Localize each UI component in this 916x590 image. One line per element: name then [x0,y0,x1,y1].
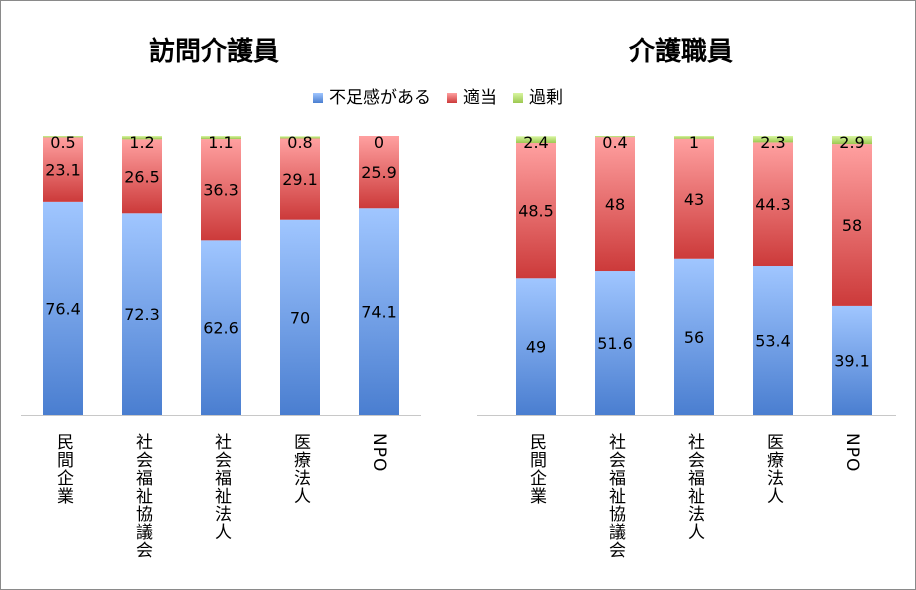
data-label-adequate: 25.9 [361,163,397,182]
category-label: 民間企業 [526,433,546,505]
bar-adequate [201,139,241,241]
data-label-excess: 1.2 [129,133,154,152]
category-label: 医療法人 [290,433,310,505]
data-label-shortage: 70 [290,308,310,327]
data-label-shortage: 74.1 [361,303,397,322]
data-label-shortage: 51.6 [597,334,633,353]
bar-excess [753,136,793,143]
data-label-adequate: 36.3 [203,181,239,200]
bar-excess [280,136,320,139]
data-label-shortage: 49 [526,338,546,357]
bar-excess [674,136,714,139]
bar-shortage [280,219,320,415]
category-label: 社会福祉法人 [684,433,704,541]
category-label: NPO [842,433,862,473]
bar-adequate [516,142,556,279]
bar-excess [43,136,83,138]
bar-shortage [832,305,872,415]
data-label-excess: 0 [374,133,384,152]
bar-shortage [674,258,714,415]
data-label-adequate: 58 [842,216,862,235]
data-label-adequate: 29.1 [282,170,318,189]
bar-adequate [359,136,399,209]
category-label: 社会福祉法人 [211,433,231,541]
category-label: 医療法人 [763,433,783,505]
bar-shortage [122,213,162,415]
bar-shortage [43,201,83,415]
data-label-adequate: 48 [605,195,625,214]
legend-item-shortage: 不足感がある [313,83,431,108]
legend-item-excess: 過剰 [513,83,563,108]
data-label-shortage: 39.1 [834,351,870,370]
data-label-shortage: 53.4 [755,332,791,351]
data-label-shortage: 72.3 [124,305,160,324]
bar-adequate [832,144,872,306]
data-label-shortage: 62.6 [203,319,239,338]
bar-excess [832,136,872,145]
category-label: NPO [369,433,389,473]
category-label: 社会福祉協議会 [132,433,152,559]
data-label-shortage: 76.4 [45,299,81,318]
chart-title-right: 介護職員 [629,37,734,67]
bar-excess [516,136,556,143]
bar-shortage [516,278,556,415]
data-label-adequate: 48.5 [518,202,554,221]
bar-shortage [201,240,241,415]
data-label-excess: 0.5 [50,133,75,152]
bar-adequate [753,142,793,267]
chart-title-left: 訪問介護員 [149,37,280,67]
data-label-adequate: 43 [684,190,704,209]
bar-excess [201,136,241,140]
data-label-excess: 2.9 [839,133,864,152]
data-label-adequate: 44.3 [755,195,791,214]
data-label-shortage: 56 [684,328,704,347]
bar-adequate [595,137,635,272]
bar-shortage [753,266,793,415]
data-label-excess: 2.4 [523,133,548,152]
data-label-excess: 1.1 [208,133,233,152]
data-label-excess: 0.4 [602,133,627,152]
data-label-excess: 0.8 [287,133,312,152]
bar-shortage [595,271,635,415]
category-label: 民間企業 [53,433,73,505]
bar-shortage [359,208,399,415]
bar-adequate [122,139,162,214]
bar-adequate [674,138,714,259]
data-label-adequate: 26.5 [124,167,160,186]
bar-excess [595,136,635,138]
data-label-excess: 1 [689,133,699,152]
legend: 不足感がある 適当 過剰 [313,83,563,108]
legend-item-adequate: 適当 [447,83,497,108]
category-label: 社会福祉協議会 [605,433,625,559]
bar-excess [122,136,162,140]
data-label-excess: 2.3 [760,133,785,152]
data-label-adequate: 23.1 [45,161,81,180]
bar-adequate [43,137,83,202]
bar-adequate [280,138,320,220]
